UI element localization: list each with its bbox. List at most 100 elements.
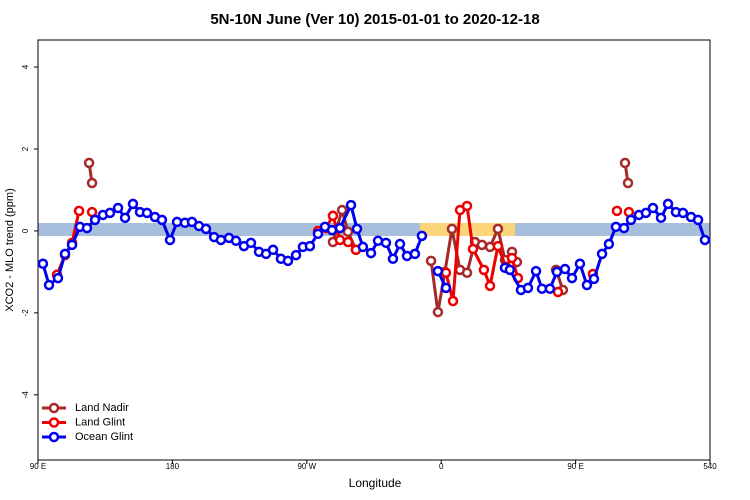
point — [342, 236, 354, 248]
point — [446, 223, 458, 235]
point — [267, 244, 279, 256]
point — [478, 264, 490, 276]
point — [86, 177, 98, 189]
point — [230, 235, 242, 247]
point — [610, 221, 622, 233]
point — [365, 247, 377, 259]
point — [200, 223, 212, 235]
point — [432, 306, 444, 318]
point — [662, 198, 674, 210]
point — [245, 237, 257, 249]
point — [89, 214, 101, 226]
point — [156, 214, 168, 226]
legend-marker — [48, 417, 60, 428]
point — [59, 248, 71, 260]
legend-label: Land Glint — [75, 416, 125, 428]
point — [334, 222, 346, 234]
point — [112, 202, 124, 214]
point — [312, 228, 324, 240]
point — [461, 200, 473, 212]
point — [215, 234, 227, 246]
y-axis-label: XCO2 - MLO trend (ppm) — [4, 188, 16, 311]
y-tick-label: 4 — [21, 64, 30, 69]
legend-marker — [48, 431, 60, 443]
ocean-band — [38, 223, 710, 236]
point — [574, 258, 586, 269]
point — [655, 212, 667, 224]
point — [83, 157, 95, 169]
point — [141, 207, 153, 219]
point — [164, 234, 176, 246]
point — [334, 234, 346, 246]
point — [81, 222, 93, 234]
x-axis-label: Longitude — [349, 476, 402, 490]
point — [52, 272, 64, 284]
point — [327, 210, 339, 222]
point — [351, 223, 363, 235]
point — [357, 241, 369, 253]
point — [506, 252, 518, 264]
point — [73, 205, 85, 217]
point — [492, 223, 504, 235]
point — [530, 265, 542, 277]
point — [618, 222, 630, 234]
point — [447, 295, 459, 307]
point — [43, 279, 55, 291]
plot-frame — [37, 39, 711, 461]
point — [603, 238, 615, 250]
point — [699, 234, 711, 246]
point — [640, 207, 652, 219]
y-tick-label: -2 — [21, 309, 30, 317]
point — [104, 207, 116, 219]
point — [342, 226, 354, 238]
point — [522, 282, 534, 294]
x-tick-label: 0 — [439, 462, 444, 471]
point — [440, 282, 452, 294]
point — [37, 258, 49, 269]
land-band — [420, 223, 515, 236]
point — [551, 266, 563, 278]
point — [559, 263, 571, 275]
point — [467, 243, 479, 255]
point — [336, 204, 348, 216]
point — [440, 267, 452, 278]
y-tick-label: 0 — [21, 228, 30, 233]
point — [596, 248, 608, 260]
point — [66, 239, 78, 251]
point — [394, 238, 406, 250]
point — [647, 202, 659, 214]
x-tick-label: 180 — [166, 462, 180, 471]
point — [611, 205, 623, 217]
point — [484, 280, 496, 292]
point — [625, 214, 637, 226]
point — [622, 177, 634, 189]
y-tick-label: 2 — [21, 146, 30, 151]
legend-label: Land Nadir — [75, 402, 129, 414]
point — [290, 249, 302, 261]
point — [619, 157, 631, 169]
point — [432, 265, 444, 277]
point — [544, 283, 556, 294]
point — [476, 239, 488, 251]
point — [588, 273, 600, 285]
point — [504, 264, 516, 276]
point — [380, 237, 392, 249]
point — [492, 240, 504, 252]
point — [127, 198, 139, 210]
point — [566, 272, 578, 284]
point — [119, 212, 131, 224]
point — [552, 286, 564, 298]
point — [425, 255, 437, 267]
point — [304, 240, 316, 252]
point — [692, 214, 704, 226]
legend-marker — [48, 402, 60, 414]
x-tick-label: 540 — [703, 462, 717, 471]
chart-title: 5N-10N June (Ver 10) 2015-01-01 to 2020-… — [210, 11, 539, 28]
legend-label: Ocean Glint — [75, 431, 133, 443]
point — [677, 207, 689, 219]
point — [409, 248, 421, 260]
point — [581, 279, 593, 291]
point — [282, 255, 294, 267]
point — [345, 199, 357, 211]
